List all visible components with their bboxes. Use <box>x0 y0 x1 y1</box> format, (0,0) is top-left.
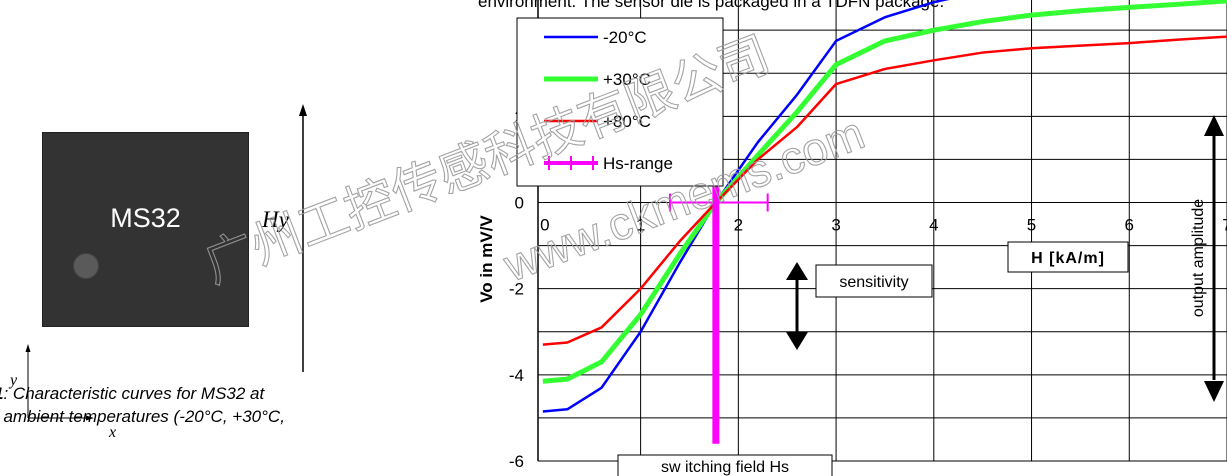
x-tick-label: 1 <box>636 215 645 234</box>
x-tick-label: 4 <box>929 215 938 234</box>
y-tick-label: -6 <box>509 452 524 471</box>
y-axis-label: y <box>10 372 18 389</box>
caption-line-2: t ambient temperatures (-20°C, +30°C, <box>0 407 285 426</box>
hs-range-layer <box>668 178 769 444</box>
h-axis-label-group: H [kA/m] <box>1007 241 1129 273</box>
switching-field-box <box>617 454 833 476</box>
figure-caption: 1: Characteristic curves for MS32 at t a… <box>0 382 424 428</box>
y-tick-label: -2 <box>509 280 524 299</box>
pin1-marker-dot <box>73 253 99 279</box>
x-tick-label: 3 <box>831 215 840 234</box>
sensitivity-up-arrow-icon <box>786 262 808 280</box>
legend-label: +30°C <box>603 70 651 89</box>
sensor-chip: MS32 <box>42 132 249 327</box>
legend-label: Hs-range <box>603 154 673 173</box>
y-axis-title: Vo in mV/V <box>477 215 496 303</box>
output-amplitude-label: output amplitude <box>1190 199 1207 317</box>
sensor-figure: MS32 Hy y x 1: Characteristic curves for… <box>0 0 440 476</box>
x-tick-label: 6 <box>1125 215 1134 234</box>
sensitivity-box <box>815 264 933 298</box>
legend-box <box>516 17 724 187</box>
y-tick-label: -4 <box>509 366 524 385</box>
caption-line-1: : Characteristic curves for MS32 at <box>3 384 265 403</box>
amplitude-up-arrow-icon <box>1204 115 1224 136</box>
hy-arrow-head-icon <box>299 104 307 116</box>
legend-label: +80°C <box>603 112 651 131</box>
legend-label: -20°C <box>603 28 647 47</box>
series-layer <box>542 0 1227 413</box>
x-tick-label: 2 <box>734 215 743 234</box>
x-axis-title: H [kA/m] <box>1031 250 1105 267</box>
legend: -20°C +30°C +80°C Hs-range <box>516 17 724 187</box>
sensitivity-down-arrow-icon <box>786 332 808 350</box>
y-axis-arrow-icon <box>25 344 31 352</box>
switching-field-label: sw itching field Hs <box>661 459 789 476</box>
hy-label: Hy <box>262 207 289 232</box>
x-tick-label: 0 <box>540 215 549 234</box>
sensitivity-label: sensitivity <box>839 274 908 291</box>
amplitude-down-arrow-icon <box>1204 381 1224 402</box>
x-axis-label: x <box>109 424 117 441</box>
y-tick-label: 0 <box>515 193 524 212</box>
output-amplitude-annotation: output amplitude <box>1190 115 1224 402</box>
caption-number: 1 <box>0 384 3 403</box>
field-arrows <box>25 104 307 421</box>
series-line-1 <box>542 0 1227 384</box>
grid-layer <box>537 0 1227 462</box>
header-text: environment. The sensor die is packaged … <box>478 0 945 11</box>
switching-field-annotation: sw itching field Hs <box>617 454 833 476</box>
chip-label: MS32 <box>110 203 181 233</box>
series-line-2 <box>542 35 1227 346</box>
sensitivity-annotation: sensitivity <box>786 262 933 350</box>
x-tick-label: 7 <box>1222 215 1227 234</box>
series-line-0 <box>542 0 950 413</box>
h-axis-label-box <box>1007 241 1129 273</box>
x-tick-label: 5 <box>1027 215 1036 234</box>
x-axis-arrow-icon <box>86 415 94 421</box>
